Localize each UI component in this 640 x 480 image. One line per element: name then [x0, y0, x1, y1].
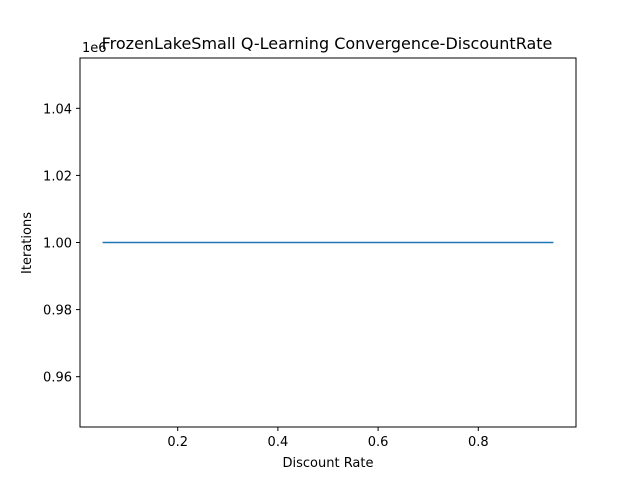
- y-tick-label: 1.02: [43, 169, 72, 184]
- x-tick-label: 0.4: [268, 435, 289, 450]
- y-tick-label: 1.00: [43, 237, 72, 252]
- y-axis: 0.96 0.98 1.00 1.02 1.04: [43, 102, 80, 386]
- y-tick-label: 0.98: [43, 304, 72, 319]
- x-axis: 0.2 0.4 0.6 0.8: [167, 427, 489, 450]
- x-axis-label: Discount Rate: [282, 456, 373, 471]
- y-axis-label: Iterations: [20, 212, 35, 274]
- x-tick-label: 0.8: [468, 435, 489, 450]
- y-tick-label: 1.04: [43, 102, 72, 117]
- x-tick-label: 0.6: [368, 435, 389, 450]
- axes-frame: [79, 57, 577, 428]
- x-tick-label: 0.2: [167, 435, 188, 450]
- y-tick-label: 0.96: [43, 371, 72, 386]
- chart-title: FrozenLakeSmall Q-Learning Convergence-D…: [102, 34, 553, 53]
- y-axis-offset-text: 1e6: [82, 41, 107, 56]
